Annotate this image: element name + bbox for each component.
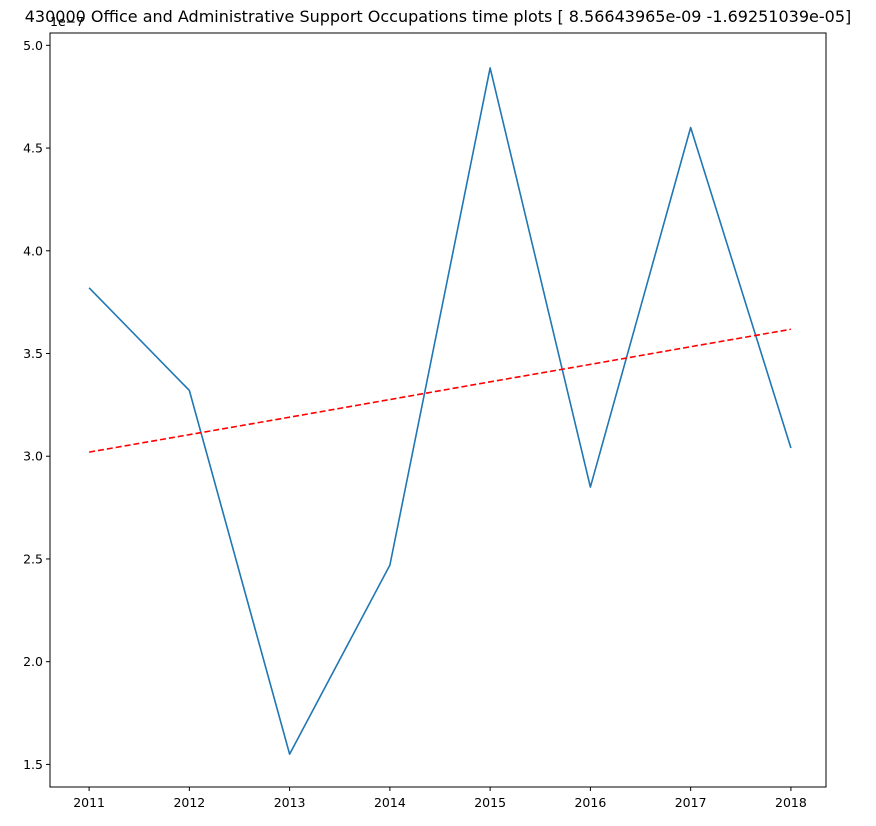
axes-frame (49, 32, 827, 788)
x-tick-label: 2014 (374, 795, 406, 810)
x-tick-label: 2011 (73, 795, 105, 810)
trend-line (88, 328, 792, 453)
y-tick-label: 1.5 (23, 757, 43, 772)
y-tick-label: 5.0 (23, 38, 43, 53)
y-tick-label: 3.5 (23, 346, 43, 361)
plot-area: 2011 2012 2013 2014 2015 2016 2017 2018 1.5 2.0 2.… (23, 38, 807, 810)
y-tick-label: 2.0 (23, 654, 43, 669)
y-tick-label: 4.0 (23, 243, 43, 258)
x-tick-label: 2013 (274, 795, 306, 810)
chart-title: 430000 Office and Administrative Support… (25, 7, 852, 26)
series-line (88, 67, 792, 755)
y-tick-label: 4.5 (23, 141, 43, 156)
y-tick-label: 2.5 (23, 551, 43, 566)
x-tick-label: 2012 (173, 795, 205, 810)
x-tick-label: 2016 (574, 795, 606, 810)
y-axis-offset-label: 1e−7 (50, 14, 84, 29)
y-tick-label: 3.0 (23, 449, 43, 464)
x-tick-label: 2018 (775, 795, 807, 810)
x-tick-label: 2015 (474, 795, 506, 810)
x-tick-label: 2017 (675, 795, 707, 810)
